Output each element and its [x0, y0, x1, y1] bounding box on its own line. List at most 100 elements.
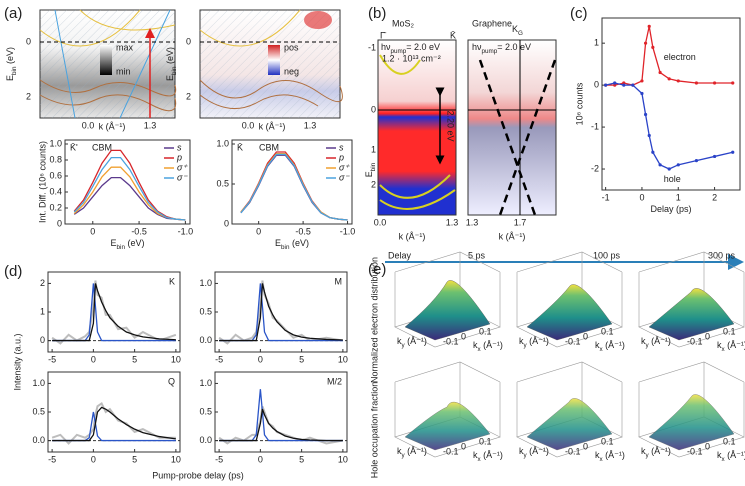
panel-label: (c) [570, 5, 588, 22]
tick-label: -0.1 [443, 446, 459, 456]
y-tick-label: 0.4 [49, 186, 62, 196]
data-point [667, 77, 671, 81]
tick-label: 0.1 [479, 436, 492, 446]
y-axis-label: 10⁶ counts [574, 82, 584, 125]
text-part: (Å⁻¹) [725, 340, 745, 350]
axis-label: ky (Å⁻¹) [641, 446, 671, 459]
tick-label: 0 [583, 441, 588, 451]
legend-label: σ⁻ [177, 172, 188, 182]
legend-label: s [339, 142, 344, 152]
data-point [647, 24, 651, 28]
y-tick-label: 1.0 [199, 278, 212, 288]
data-point [643, 41, 648, 45]
colorbar [268, 45, 280, 75]
x-tick-label: -5 [215, 454, 223, 464]
axis-label: ky (Å⁻¹) [641, 336, 671, 349]
panel-label: (d) [4, 263, 22, 280]
y-tick-label: 1.0 [216, 138, 229, 148]
x-axis-label: k (Å⁻¹) [259, 121, 286, 131]
data-point [712, 81, 717, 85]
text-part: Delay (ps) [650, 204, 691, 214]
y-tick-label: 1 [371, 144, 376, 154]
box-3d [638, 361, 745, 458]
subplot-title: Q [168, 376, 175, 386]
text-part: k [717, 340, 722, 350]
text-part: = 2.0 eV [406, 42, 440, 52]
y-tick-label: 0 [594, 79, 599, 89]
series-line [219, 408, 343, 442]
text-part: K [512, 24, 518, 34]
tick-label: -0.1 [687, 446, 703, 456]
x-tick-label: 10 [338, 454, 348, 464]
text-part: (Å⁻¹) [527, 446, 549, 456]
arrow-head [145, 28, 155, 38]
y-tick-label: 0.2 [49, 202, 62, 212]
x-axis-label: Pump-probe delay (ps) [152, 470, 244, 480]
surface [648, 288, 735, 341]
box-3d [394, 251, 501, 348]
x-tick-label: 5 [299, 354, 304, 364]
plot-frame [64, 139, 191, 225]
data-point [694, 81, 699, 85]
text-part: (Å⁻¹) [405, 336, 427, 346]
x-axis-label: k (Å⁻¹) [99, 121, 126, 131]
y-axis-label: Int. Diff. (10⁶ counts) [37, 141, 47, 223]
text-part: k [641, 336, 646, 346]
y-tick-label: 0 [224, 218, 229, 228]
text-part: (Å⁻¹) [405, 446, 427, 456]
pump-label: hνpump= 2.0 eV [472, 42, 531, 55]
data-point [731, 81, 735, 85]
text-part: k [397, 446, 402, 456]
text-part: y [646, 452, 650, 459]
panel-label: (e) [368, 261, 386, 278]
series-line [240, 151, 348, 221]
data-point [622, 83, 626, 87]
text-part: k [519, 446, 524, 456]
x-axis-label: k (Å⁻¹) [499, 231, 526, 241]
colorbar [100, 45, 112, 75]
y-tick-label: 0.5 [32, 406, 45, 416]
x-tick-label: 0 [258, 354, 263, 364]
text-part: k [473, 340, 478, 350]
box-3d [516, 251, 623, 348]
x-tick-label: 2 [712, 192, 717, 202]
x-tick-label: -1.0 [340, 226, 356, 236]
delay-time: 100 ps [593, 250, 621, 260]
x-tick-label: 0 [90, 226, 95, 236]
tick-label: 0.1 [601, 326, 614, 336]
data-point [712, 154, 717, 159]
y-axis-label: Ebin [364, 162, 377, 177]
text-part: bin [281, 244, 290, 251]
legend-label: s [177, 142, 182, 152]
y-tick-label: 0 [371, 104, 376, 114]
colorbar-label: min [116, 66, 131, 76]
text-part: x [478, 456, 482, 463]
x-tick-label: -1 [602, 192, 610, 202]
legend-label: σ⁻ [339, 172, 350, 182]
x-axis-label: Ebin (eV) [111, 238, 145, 251]
series-line [240, 153, 348, 221]
x-tick-label: 5 [132, 454, 137, 464]
text-part: x [722, 346, 726, 353]
series-line [219, 283, 343, 342]
text-part: (eV) [125, 238, 145, 248]
data-point [651, 45, 655, 49]
density-label: 1.2 · 10¹³ cm⁻² [382, 53, 441, 63]
data-point [694, 159, 699, 163]
data-point [643, 112, 648, 117]
text-part: = 2.0 eV [497, 42, 531, 52]
y-tick-label: 0 [57, 218, 62, 228]
series-line [52, 283, 176, 342]
axis-label: kx (Å⁻¹) [473, 450, 503, 463]
series-line [73, 176, 186, 221]
text-part: y [524, 342, 528, 349]
series-label: hole [664, 174, 681, 184]
data-point [676, 79, 680, 83]
text-part: bin [370, 162, 377, 171]
data-point [731, 150, 735, 154]
surface [404, 402, 491, 451]
plot-frame [231, 139, 353, 225]
x-tick-label: 0 [256, 226, 261, 236]
surface [404, 280, 491, 341]
